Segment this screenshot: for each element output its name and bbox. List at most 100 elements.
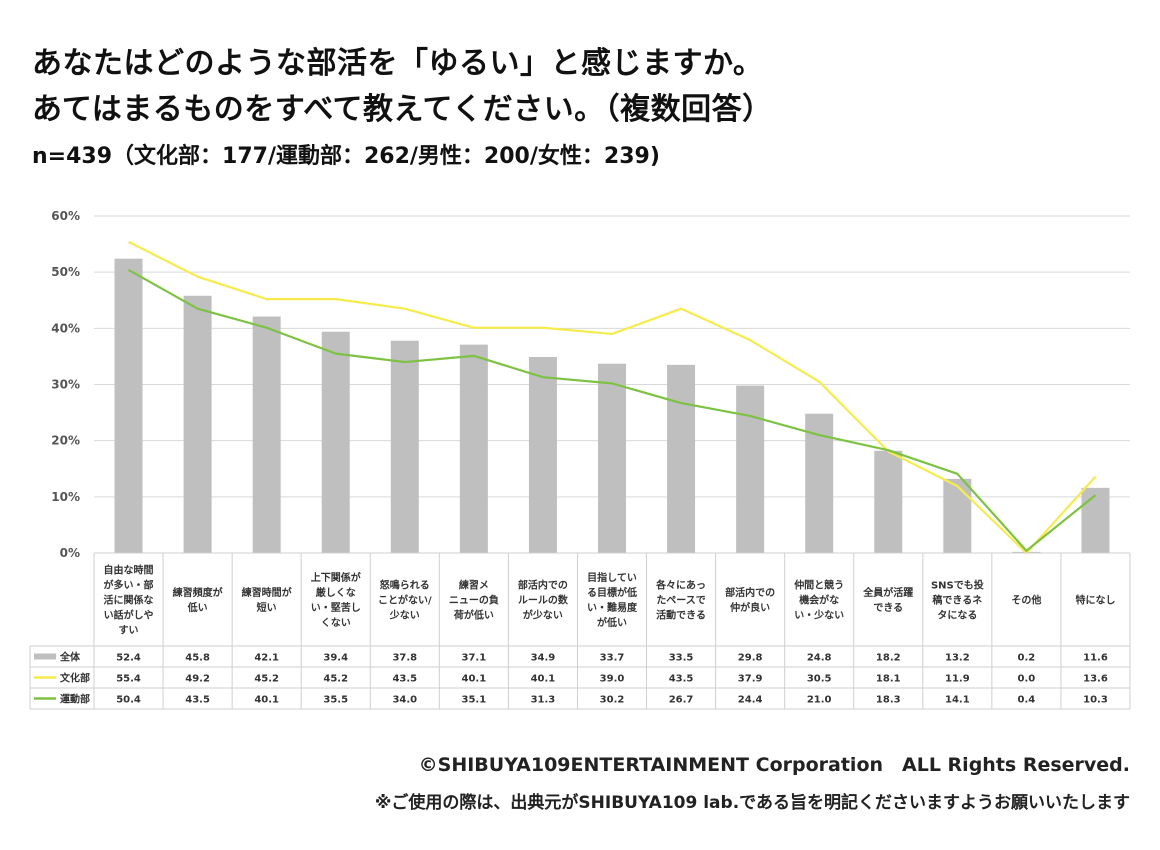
category-label: くない: [321, 617, 351, 629]
legend-label: 全体: [59, 651, 81, 664]
category-label: が少ない: [523, 609, 563, 622]
data-value: 10.3: [1083, 695, 1108, 706]
category-label: 上下関係が: [311, 571, 362, 584]
data-value: 40.1: [531, 674, 556, 685]
category-label: 稿できるネ: [932, 594, 982, 607]
category-label: 練習メ: [459, 579, 489, 592]
bar-全体: [736, 385, 765, 553]
category-label: 短い: [257, 601, 277, 614]
category-label: 荷が低い: [453, 609, 494, 622]
bar-全体: [183, 295, 212, 553]
y-tick-label: 30%: [51, 378, 80, 392]
data-value: 18.1: [876, 674, 901, 685]
y-tick-label: 10%: [51, 490, 80, 504]
data-value: 42.1: [254, 653, 279, 664]
data-value: 11.9: [945, 674, 970, 685]
category-label: 活動できる: [656, 609, 706, 622]
category-label: 少ない: [389, 609, 420, 622]
bar-全体: [114, 258, 143, 553]
legend-label: 文化部: [60, 672, 90, 685]
bar-全体: [598, 363, 626, 553]
category-label: 特になし: [1075, 594, 1115, 607]
category-label: る目標が低: [587, 586, 637, 599]
data-value: 39.0: [600, 674, 625, 685]
data-value: 11.6: [1083, 653, 1108, 664]
category-label: 自由な時間: [104, 564, 154, 577]
category-label: できる: [873, 602, 903, 614]
bar-全体: [528, 356, 557, 553]
data-value: 37.8: [392, 653, 417, 664]
sample-size-subtitle: n=439（文化部：177/運動部：262/男性：200/女性：239): [32, 144, 660, 169]
chart-title-line2: あてはまるものをすべて教えてください。（複数回答）: [32, 92, 773, 127]
category-label: が低い: [597, 616, 627, 629]
category-label: その他: [1011, 594, 1041, 607]
usage-note: ※ご使用の際は、出典元がSHIBUYA109 lab.である旨を明記くださいます…: [374, 793, 1130, 813]
data-value: 45.2: [323, 674, 348, 685]
y-tick-label: 0%: [60, 546, 80, 560]
category-label: が多い・部: [104, 579, 154, 592]
y-tick-label: 50%: [51, 265, 80, 279]
category-label: 練習時間が: [242, 586, 293, 599]
data-value: 24.4: [738, 695, 763, 706]
bar-全体: [874, 450, 903, 553]
category-label: 目指してい: [587, 571, 637, 584]
data-value: 0.0: [1018, 674, 1036, 685]
category-label: 部活内での: [518, 579, 568, 592]
data-value: 31.3: [531, 695, 556, 706]
bar-全体: [252, 316, 281, 553]
data-value: 13.2: [945, 653, 970, 664]
chart-title-line1: あなたはどのような部活を「ゆるい」と感じますか。: [32, 46, 764, 81]
data-value: 43.5: [185, 695, 210, 706]
data-value: 49.2: [185, 674, 210, 685]
category-label: 低い: [187, 601, 208, 614]
category-label: い話がしや: [104, 609, 154, 622]
legend-swatch: [34, 653, 56, 660]
y-tick-label: 20%: [51, 434, 80, 448]
data-value: 45.8: [185, 653, 210, 664]
data-value: 30.5: [807, 674, 832, 685]
bar-全体: [321, 331, 350, 553]
data-value: 33.5: [669, 653, 694, 664]
data-value: 21.0: [807, 695, 832, 706]
data-value: 55.4: [116, 674, 141, 685]
category-label: 仲が良い: [730, 601, 770, 614]
data-value: 37.9: [738, 674, 763, 685]
data-value: 33.7: [600, 653, 625, 664]
data-value: 40.1: [254, 695, 279, 706]
category-label: ニューの負: [449, 594, 499, 607]
data-value: 0.4: [1018, 695, 1036, 706]
data-value: 13.6: [1083, 674, 1108, 685]
data-value: 26.7: [669, 695, 694, 706]
data-value: 35.5: [323, 695, 348, 706]
category-label: ことがない/: [378, 594, 432, 607]
bar-全体: [943, 478, 972, 553]
data-value: 43.5: [669, 674, 694, 685]
data-value: 43.5: [392, 674, 417, 685]
data-value: 29.8: [738, 653, 763, 664]
data-value: 35.1: [462, 695, 487, 706]
data-value: 50.4: [116, 695, 141, 706]
category-label: たペースで: [656, 595, 706, 607]
category-label: 各々にあっ: [655, 579, 706, 592]
category-label: い・難易度: [587, 601, 638, 614]
data-value: 34.9: [531, 653, 556, 664]
category-label: 厳しくな: [316, 586, 356, 599]
y-tick-label: 40%: [51, 321, 80, 335]
category-label: 怒鳴られる: [380, 579, 430, 592]
data-value: 45.2: [254, 674, 279, 685]
bar-全体: [667, 364, 696, 553]
category-label: ルールの数: [518, 594, 569, 607]
category-label: い・堅苦し: [311, 601, 361, 614]
data-value: 30.2: [600, 695, 625, 706]
category-label: 仲間と競う: [794, 579, 844, 592]
y-tick-label: 60%: [51, 209, 80, 223]
bar-全体: [1081, 487, 1110, 553]
bar-全体: [390, 340, 419, 553]
category-label: 全員が活躍: [862, 586, 913, 599]
category-label: 活に関係な: [104, 594, 154, 607]
data-value: 40.1: [462, 674, 487, 685]
category-label: 部活内での: [725, 586, 775, 599]
data-value: 24.8: [807, 653, 832, 664]
data-value: 18.2: [876, 653, 901, 664]
